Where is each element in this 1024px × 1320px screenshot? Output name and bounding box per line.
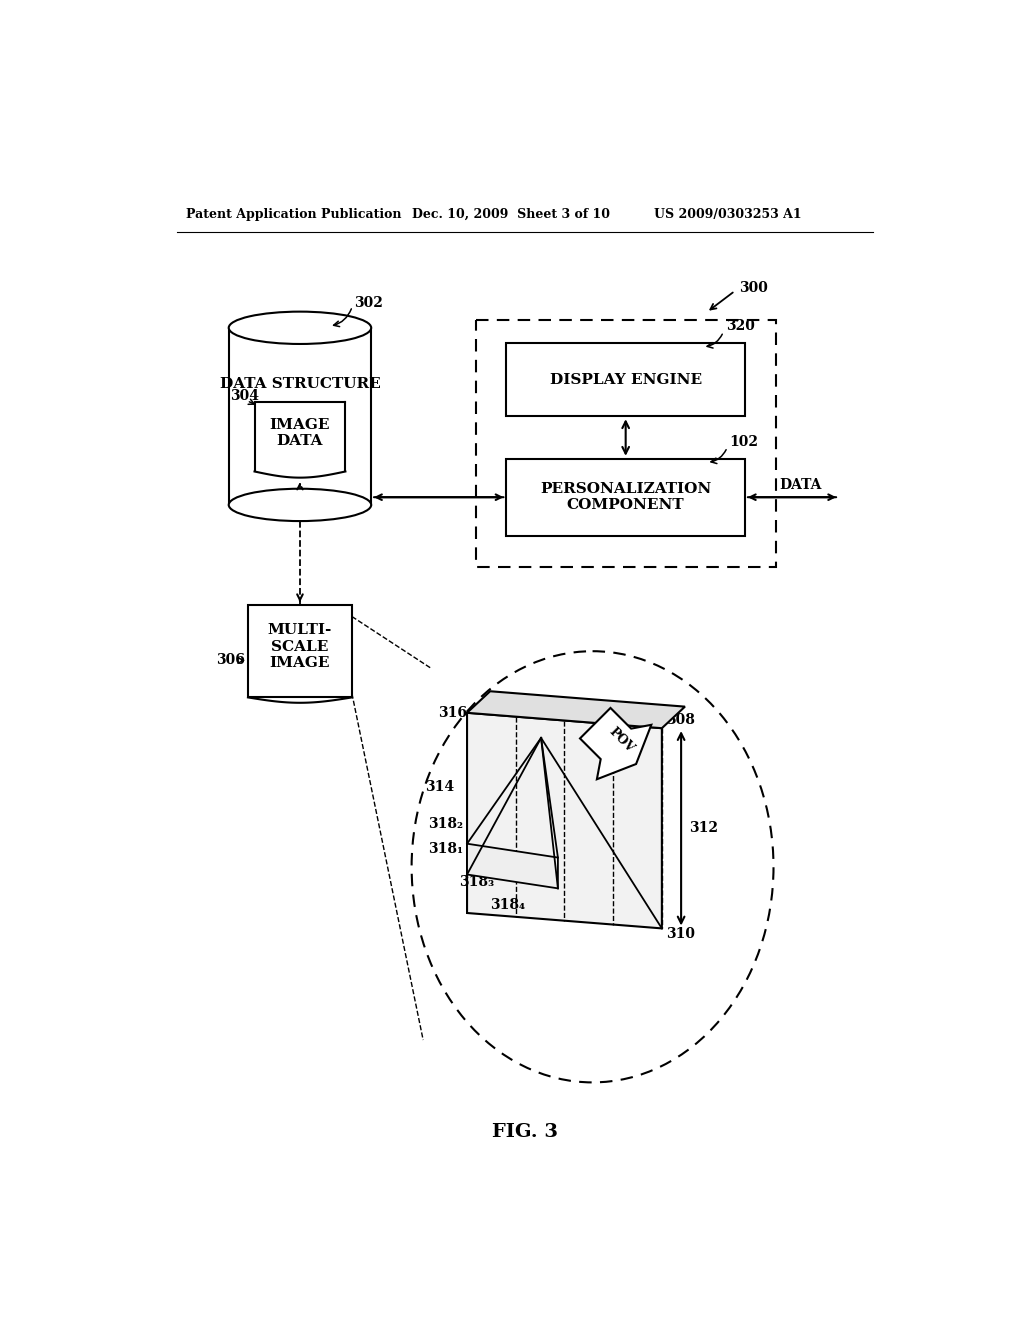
- Text: 306: 306: [216, 653, 245, 668]
- Text: 320: 320: [726, 319, 755, 333]
- Text: 304: 304: [230, 389, 259, 403]
- Bar: [228, 327, 371, 506]
- Text: 310: 310: [666, 927, 694, 941]
- Text: 308: 308: [666, 713, 694, 727]
- Bar: [248, 605, 352, 697]
- Text: MULTI-
SCALE
IMAGE: MULTI- SCALE IMAGE: [267, 623, 332, 669]
- Text: 300: 300: [739, 281, 768, 294]
- Bar: [506, 343, 745, 416]
- Ellipse shape: [228, 488, 371, 521]
- Text: POV: POV: [606, 725, 637, 755]
- Polygon shape: [467, 692, 685, 729]
- Bar: [506, 459, 745, 536]
- Text: 302: 302: [354, 296, 383, 310]
- Bar: [255, 403, 345, 477]
- Ellipse shape: [412, 651, 773, 1082]
- Text: IMAGE
DATA: IMAGE DATA: [269, 418, 330, 449]
- Text: 312: 312: [689, 821, 718, 836]
- Text: Dec. 10, 2009  Sheet 3 of 10: Dec. 10, 2009 Sheet 3 of 10: [412, 209, 609, 222]
- Polygon shape: [467, 713, 662, 928]
- Text: DATA: DATA: [779, 478, 822, 492]
- Text: PERSONALIZATION
COMPONENT: PERSONALIZATION COMPONENT: [540, 482, 712, 512]
- Text: 318₃: 318₃: [460, 875, 495, 890]
- Text: 314: 314: [425, 780, 454, 793]
- Text: 316: 316: [438, 706, 467, 719]
- Text: Patent Application Publication: Patent Application Publication: [186, 209, 401, 222]
- Text: 318₁: 318₁: [429, 842, 464, 855]
- Text: 318₄: 318₄: [490, 898, 525, 912]
- Text: 318₂: 318₂: [429, 817, 464, 832]
- Ellipse shape: [228, 312, 371, 345]
- Polygon shape: [467, 843, 558, 888]
- Text: FIG. 3: FIG. 3: [492, 1123, 558, 1142]
- Text: US 2009/0303253 A1: US 2009/0303253 A1: [654, 209, 802, 222]
- Bar: [475, 321, 776, 566]
- Polygon shape: [580, 708, 651, 779]
- Text: DISPLAY ENGINE: DISPLAY ENGINE: [550, 372, 701, 387]
- Text: DATA STRUCTURE: DATA STRUCTURE: [219, 378, 380, 392]
- Text: 102: 102: [730, 434, 759, 449]
